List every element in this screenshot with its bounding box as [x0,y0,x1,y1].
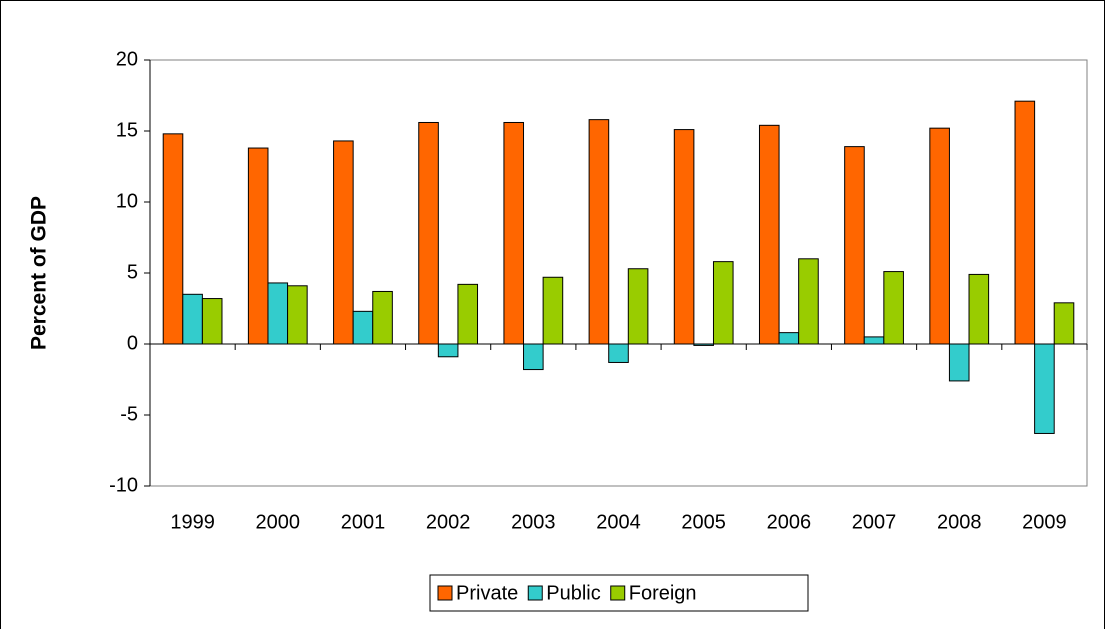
bar [798,258,819,345]
x-tick-label: 2006 [767,511,812,533]
bar [372,290,393,345]
bar [201,298,223,345]
y-axis-label: Percent of GDP [28,196,51,350]
bar [712,261,734,345]
bar [247,147,269,345]
y-tick-label: 20 [116,48,138,70]
y-tick-label: 10 [116,190,138,212]
legend-label: Foreign [629,582,697,604]
legend-swatch [437,585,453,601]
bar [267,282,289,345]
bar [1014,100,1036,345]
bar [608,343,629,363]
bar [1053,302,1075,345]
legend-label: Private [456,582,518,604]
bar [844,146,865,345]
bar [418,121,439,345]
bar [588,119,610,345]
bar [437,343,459,358]
x-tick-label: 2002 [426,511,471,533]
x-tick-label: 2008 [937,511,982,533]
bar [352,310,374,345]
x-tick-label: 2003 [511,511,556,533]
bar [457,283,479,345]
x-tick-label: 2009 [1022,511,1067,533]
bar [542,276,564,345]
bar [182,293,203,345]
x-tick-label: 2000 [256,511,301,533]
y-tick-label: -5 [120,403,138,425]
legend-label: Public [546,582,600,604]
bar [968,273,990,345]
bar [1034,343,1055,434]
bar [673,129,695,345]
y-tick-label: 0 [127,332,138,354]
bar [287,285,308,345]
bar [778,332,800,345]
bar [758,124,780,345]
x-tick-label: 2005 [681,511,726,533]
bar [929,127,950,345]
x-tick-label: 1999 [170,511,215,533]
y-tick-label: 5 [127,261,138,283]
x-tick-label: 2004 [596,511,641,533]
bar [503,121,525,345]
legend-swatch [527,585,543,601]
bar [863,336,885,345]
x-tick-label: 2001 [341,511,386,533]
bar [162,133,184,345]
y-tick-label: -10 [109,474,138,496]
legend-swatch [610,585,626,601]
bar [948,343,970,382]
bar [333,140,354,345]
y-tick-label: 15 [116,119,138,141]
bar [627,268,649,345]
bar [883,271,904,345]
bar [523,343,544,371]
x-tick-label: 2007 [852,511,897,533]
